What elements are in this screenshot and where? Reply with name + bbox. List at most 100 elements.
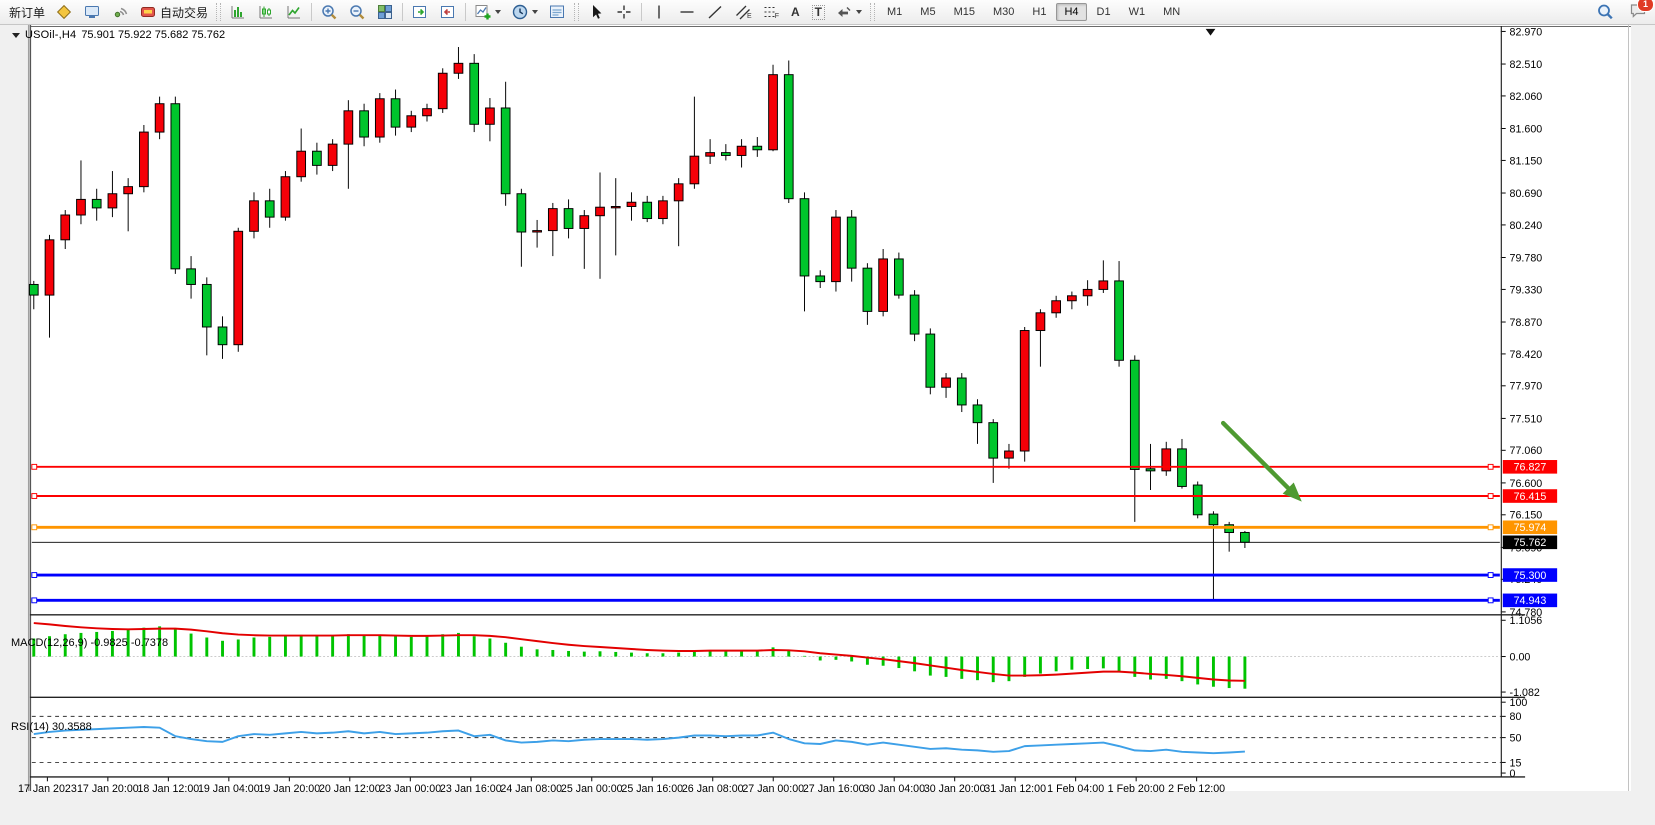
auto-scroll-icon[interactable] [407,1,433,24]
hline-icon[interactable] [674,1,700,24]
signal-icon[interactable] [107,1,133,24]
line-handle[interactable] [31,493,38,499]
rsi-axis-label: 0 [1510,768,1516,780]
trendline-icon[interactable] [702,1,728,24]
resistance-line-2[interactable] [31,493,1500,499]
line-chart-icon-svg [287,6,301,19]
candle [264,188,275,228]
price-axis[interactable]: 82.970 82.510 82.060 81.600 81.150 80.690 80.2… [1500,26,1558,780]
notifications-icon[interactable]: 1 [1629,0,1654,24]
timeframe-button-D1[interactable]: D1 [1096,6,1111,18]
hline-icon-svg [680,11,694,13]
new-order-button[interactable]: 新订单 [5,1,49,24]
timeframe-button-M5[interactable]: M5 [920,6,936,18]
down-trend-arrow[interactable] [1220,420,1302,502]
period-selector-icon-dropdown-caret[interactable] [532,10,539,14]
zoom-out-icon[interactable] [344,1,370,24]
line-handle[interactable] [31,597,38,604]
line-handle[interactable] [31,463,38,470]
timeframe-button-H1[interactable]: H1 [1032,6,1047,18]
line-handle[interactable] [1487,493,1494,499]
resistance-line-1[interactable] [31,463,1500,470]
line-handle[interactable] [1487,597,1494,604]
text-tool-icon[interactable]: A [785,1,806,24]
timeframe-button-W1[interactable]: W1 [1128,6,1146,18]
search-icon[interactable] [1592,1,1618,24]
line-handle[interactable] [1487,572,1494,578]
macd-signal-line [33,622,1245,682]
collapse-title-icon[interactable] [12,32,20,38]
add-indicator-icon[interactable] [470,1,505,24]
template-icon[interactable] [544,1,570,24]
arrow-tools-icon[interactable] [831,1,866,24]
candle [1114,261,1124,367]
axis-price-box-label: 75.762 [1514,537,1547,549]
auto-trading-button[interactable]: 自动交易 [135,1,212,24]
rsi-pane[interactable] [31,715,1501,763]
arrow-tools-icon-dropdown-caret[interactable] [856,10,862,14]
candle [1098,260,1109,293]
candle [280,171,291,221]
line-handle[interactable] [1487,463,1494,470]
chart-title: USOil-,H4 75.901 75.922 75.682 75.762 [12,29,225,41]
candle [343,100,354,189]
market-watch-icon-svg [85,6,100,18]
price-tick-label: 77.510 [1510,413,1543,425]
time-tick-label: 17 Jan 20:00 [77,783,139,795]
time-tick-label: 30 Jan 20:00 [924,783,986,795]
price-tick-label: 79.330 [1510,284,1543,296]
line-handle[interactable] [31,524,38,531]
candle [516,188,527,267]
candle [941,373,951,398]
orange-level-line[interactable] [31,524,1500,531]
timeframe-button-M15[interactable]: M15 [953,6,975,18]
add-indicator-icon-dropdown-caret[interactable] [495,10,502,14]
line-handle[interactable] [1487,524,1494,531]
price-tick-label: 80.240 [1510,220,1543,232]
zoom-in-icon[interactable] [316,1,342,24]
period-selector-icon[interactable] [507,1,542,24]
text-label-icon[interactable]: T [808,1,829,24]
new-chart-icon[interactable] [51,1,77,24]
add-indicator-icon-svg [475,5,491,20]
candle [799,192,810,312]
candle [154,96,165,140]
chart-canvas[interactable]: 82.970 82.510 82.060 81.600 81.150 80.690 80.2… [0,24,1655,825]
candlestick-chart-icon[interactable] [253,1,279,24]
bar-chart-icon[interactable] [225,1,251,24]
candle [956,373,967,413]
crosshair-icon[interactable] [611,1,637,24]
axis-price-box-label: 75.974 [1514,522,1547,534]
price-tick-label: 78.870 [1510,317,1543,329]
chart-shift-marker[interactable] [1205,28,1216,36]
macd-pane[interactable] [31,622,1500,689]
chart-shift-icon[interactable] [435,1,461,24]
toolbar-separator [311,3,313,21]
toolbar-grip[interactable] [216,3,222,21]
timeframe-button-M1[interactable]: M1 [887,6,903,18]
fibonacci-icon[interactable]: F [758,1,783,24]
candle [186,256,196,299]
main-price-pane[interactable] [28,28,1500,604]
toolbar-grip[interactable] [574,3,580,21]
support-line-2[interactable] [31,597,1500,604]
candle [453,47,464,79]
timeframe-button-MN[interactable]: MN [1163,6,1181,18]
tile-windows-icon[interactable] [372,1,398,24]
vline-icon[interactable] [646,1,672,24]
macd-indicator-label: MACD(12,26,9) -0.9825 -0.7378 [11,637,169,649]
channel-icon[interactable]: E [730,1,756,24]
price-tick-label: 74.780 [1510,607,1543,619]
time-tick-label: 23 Jan 00:00 [379,783,441,795]
rsi-axis-label: 50 [1510,733,1522,745]
timeframe-button-H4[interactable]: H4 [1056,3,1087,21]
line-handle[interactable] [31,572,38,578]
support-line-1[interactable] [31,572,1500,578]
line-chart-icon[interactable] [281,1,307,24]
cursor-icon[interactable] [583,1,609,24]
toolbar-grip[interactable] [870,3,875,21]
timeframe-toolbar: M1 M5 M15 M30 H1 H4 D1 W1 MN [878,3,1189,21]
timeframe-button-M30[interactable]: M30 [992,6,1015,18]
market-watch-icon[interactable] [79,1,105,24]
